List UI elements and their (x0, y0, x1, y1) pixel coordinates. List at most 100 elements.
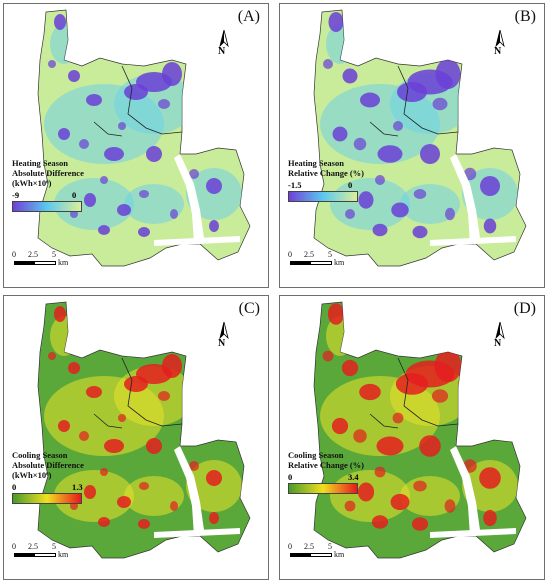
panel-label: (C) (238, 300, 260, 317)
legend-max: 1.3 (72, 482, 83, 492)
legend-colorbar (288, 483, 358, 494)
river (450, 446, 480, 536)
map-b (313, 9, 527, 267)
scale-segment-light (310, 261, 332, 265)
legend-title-line-2: Relative Change (%) (288, 460, 365, 470)
hotspot (323, 59, 333, 69)
scale-segment-dark (290, 553, 310, 557)
hotspot (189, 461, 199, 471)
scale-segment-dark (290, 261, 310, 265)
legend: Cooling Season Relative Change (%) 0 3.4 (288, 450, 388, 494)
hotspot (371, 515, 389, 529)
hotspot (397, 82, 427, 102)
hotspot (390, 493, 410, 511)
hotspot (393, 121, 403, 131)
hotspot (68, 70, 80, 82)
hotspot (84, 193, 96, 207)
legend-title-line-1: Heating Season (12, 158, 68, 168)
hotspot (162, 62, 182, 86)
legend-min: -9 (12, 190, 20, 200)
hotspot (124, 376, 148, 392)
legend-min: 0 (288, 472, 293, 482)
hotspot (411, 517, 429, 531)
panel-label: (D) (513, 300, 536, 317)
legend-colorbar (288, 191, 358, 202)
hotspot (377, 145, 403, 163)
scale-tick-1: 2.5 (304, 542, 314, 551)
hotspot (100, 176, 108, 184)
hotspot (104, 147, 124, 161)
north-label: N (494, 46, 502, 57)
district-boundary (93, 413, 123, 429)
hotspot (353, 429, 367, 443)
legend-title-line-1: Heating Season (288, 158, 344, 168)
hotspot (68, 362, 80, 374)
scale-tick-1: 2.5 (28, 250, 38, 259)
hotspot (431, 389, 449, 403)
hotspot (138, 519, 150, 529)
hotspot (209, 220, 219, 232)
hotspot (483, 218, 497, 234)
scale-tick-1: 2.5 (28, 542, 38, 551)
hotspot (98, 225, 110, 235)
hotspot (413, 480, 427, 492)
hotspot (98, 517, 110, 527)
hotspot (118, 122, 126, 130)
hotspot (139, 190, 149, 198)
district-boundary (397, 65, 459, 135)
scale-tick-0: 0 (288, 250, 292, 259)
scale-tick-2: 5 (328, 250, 332, 259)
legend-max: 3.4 (348, 472, 359, 482)
scale-tick-1: 2.5 (304, 250, 314, 259)
hotspot (50, 24, 78, 64)
hotspot (138, 227, 150, 237)
panel-b: (B) N Heating Season Relative Change (%)… (279, 3, 545, 288)
hotspot (374, 466, 386, 478)
hotspot (344, 500, 356, 512)
scale-unit: km (58, 258, 69, 267)
hotspot (84, 485, 96, 499)
scale-tick-0: 0 (12, 542, 16, 551)
hotspot (479, 467, 501, 489)
legend-title-line-2: Relative Change (%) (288, 168, 365, 178)
legend-title-line-3: (kWh×10⁶) (12, 470, 52, 480)
legend: Heating Season Absolute Difference (kWh×… (12, 158, 112, 212)
legend: Cooling Season Absolute Difference (kWh×… (12, 450, 112, 504)
hotspot (86, 386, 102, 398)
scale-segment-dark (14, 261, 34, 265)
hotspot (162, 354, 182, 378)
hotspot (79, 431, 89, 441)
legend-colorbar (12, 201, 82, 212)
hotspot-layer (320, 12, 518, 239)
hotspot (331, 417, 349, 435)
district-boundary (397, 357, 459, 427)
hotspot (124, 84, 148, 100)
hotspot (483, 509, 497, 527)
hotspot (86, 94, 102, 106)
hotspot (435, 59, 461, 89)
hotspot (445, 207, 455, 221)
hotspot (170, 501, 178, 511)
hotspot (360, 92, 380, 108)
legend: Heating Season Relative Change (%) -1.5 0 (288, 158, 388, 202)
hotspot (413, 189, 427, 199)
hotspot (392, 412, 404, 424)
river (450, 154, 480, 244)
legend-max: 0 (348, 180, 353, 190)
district-boundary (93, 121, 123, 137)
hotspot (158, 99, 170, 109)
hotspot (158, 391, 170, 401)
hotspot (434, 349, 462, 383)
panel-c: (C) N Cooling Season Absolute Difference… (3, 295, 269, 580)
hotspot (70, 210, 78, 218)
hotspot-layer (44, 306, 242, 529)
scale-tick-2: 5 (52, 250, 56, 259)
hotspot (118, 414, 126, 422)
scale-bar: 0 2.5 5 km (288, 250, 408, 272)
panel-label: (B) (514, 8, 536, 25)
road (154, 236, 240, 246)
hotspot (327, 303, 345, 325)
river (174, 154, 204, 244)
hotspot (170, 209, 178, 219)
scale-bar: 0 2.5 5 km (288, 542, 408, 564)
